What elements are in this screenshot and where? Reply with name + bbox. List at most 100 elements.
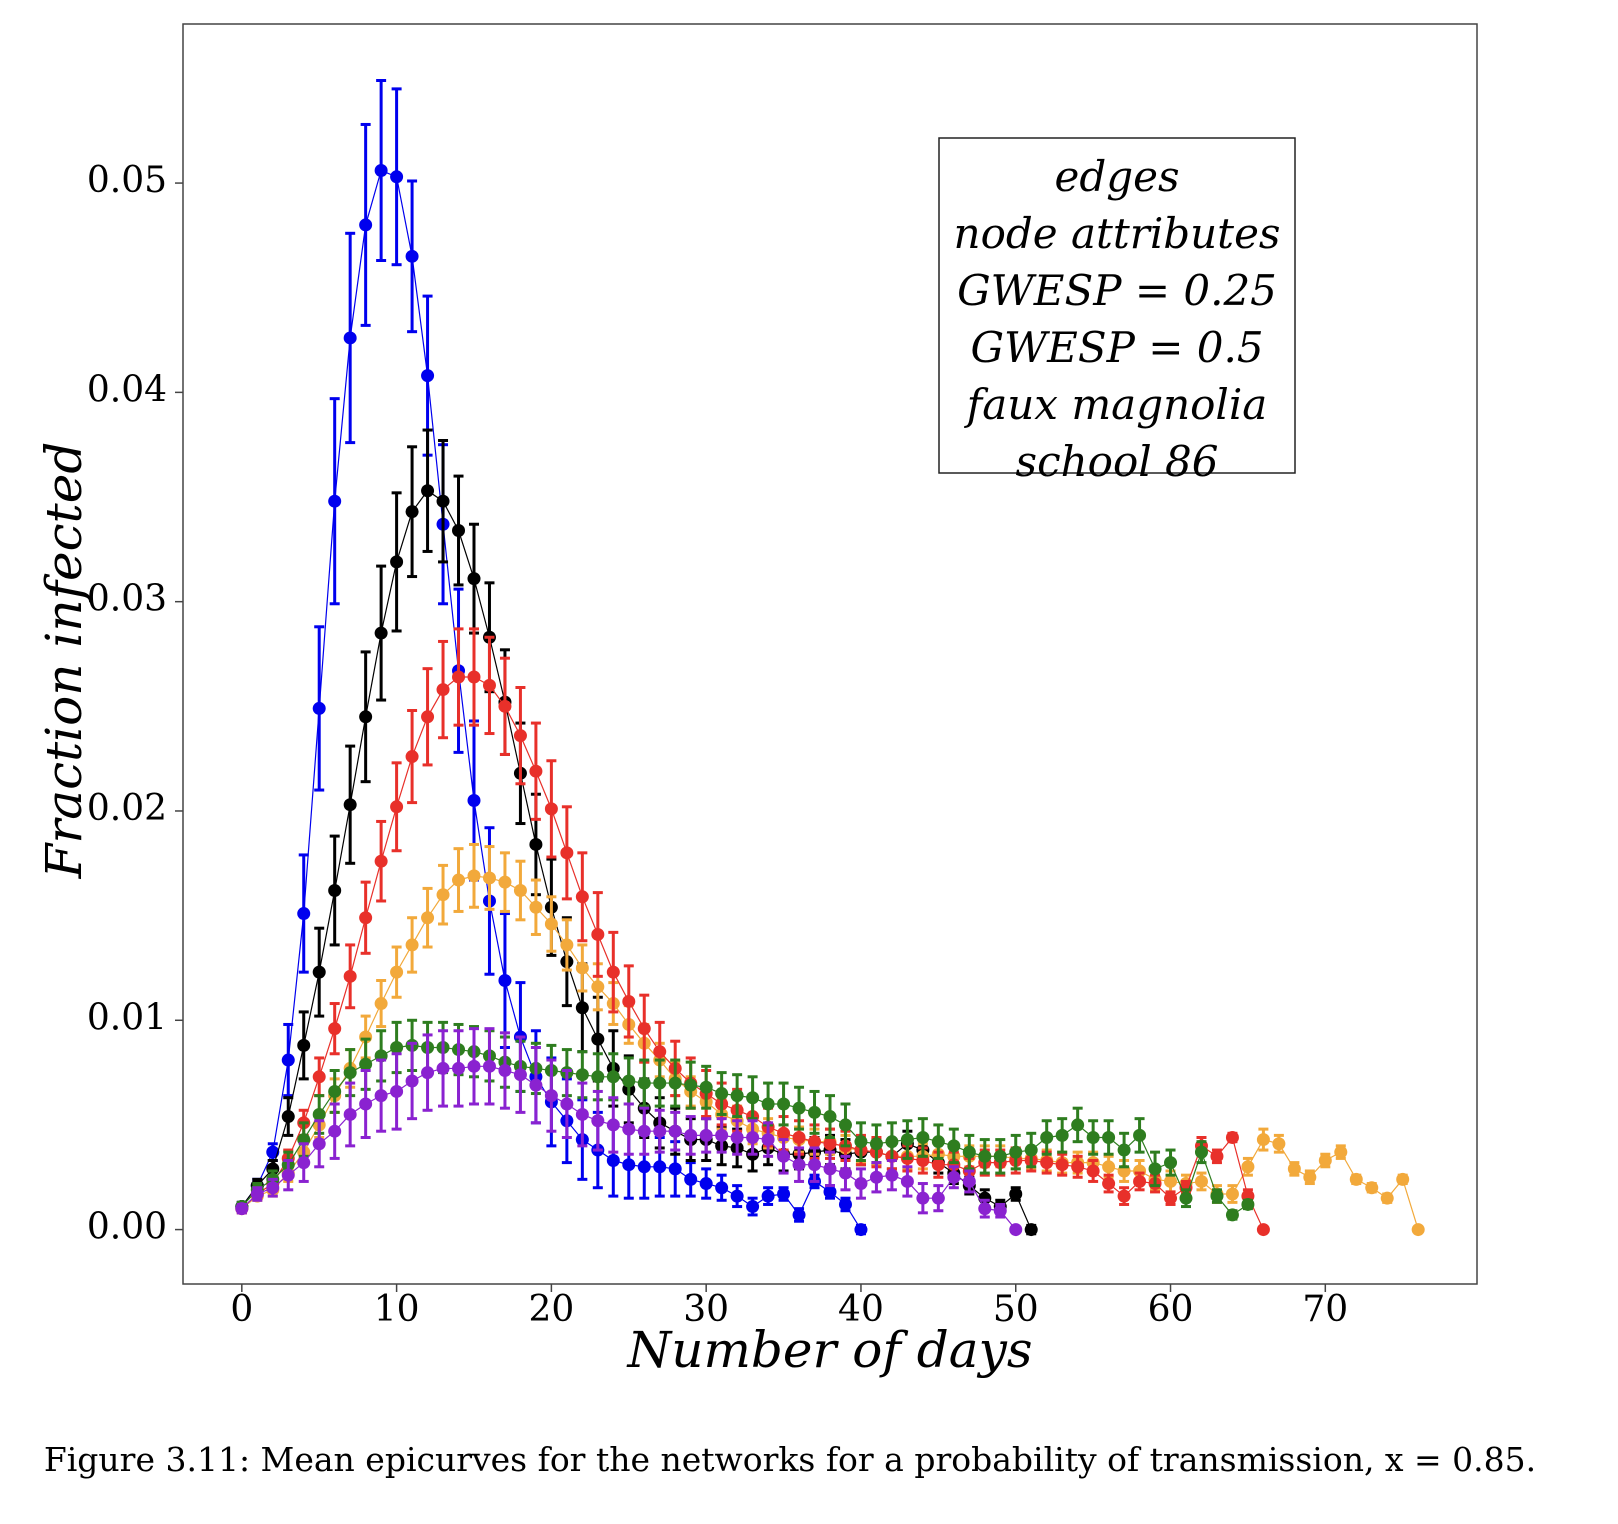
data-point — [622, 1122, 636, 1136]
data-point — [1009, 1187, 1023, 1201]
data-point — [978, 1149, 992, 1163]
data-point — [900, 1133, 914, 1147]
x-tick-label: 70 — [1302, 1289, 1348, 1330]
data-point — [1009, 1223, 1023, 1237]
data-point — [328, 1124, 342, 1138]
data-point — [513, 729, 527, 743]
data-point — [297, 1156, 311, 1170]
data-point — [637, 1022, 651, 1036]
data-point — [343, 1066, 357, 1080]
data-point — [544, 802, 558, 816]
data-point — [1102, 1177, 1116, 1191]
data-point — [653, 1076, 667, 1090]
data-point — [715, 1181, 729, 1195]
data-point — [1411, 1223, 1425, 1237]
data-point — [452, 524, 466, 538]
data-point — [312, 1070, 326, 1084]
data-point — [622, 994, 636, 1008]
data-point — [266, 1145, 280, 1159]
data-point — [947, 1170, 961, 1184]
data-point — [1225, 1130, 1239, 1144]
data-point — [235, 1202, 249, 1216]
y-tick-label: 0.05 — [87, 160, 167, 201]
data-point — [869, 1137, 883, 1151]
caption: Figure 3.11: Mean epicurves for the netw… — [44, 1440, 1536, 1479]
data-point — [668, 1124, 682, 1138]
data-point — [606, 1154, 620, 1168]
data-point — [885, 1135, 899, 1149]
data-point — [1009, 1145, 1023, 1159]
data-point — [421, 1066, 435, 1080]
data-point — [792, 1101, 806, 1115]
data-point — [777, 1149, 791, 1163]
data-point — [421, 710, 435, 724]
data-point — [1040, 1130, 1054, 1144]
data-point — [591, 980, 605, 994]
data-point — [637, 1076, 651, 1090]
data-point — [575, 1001, 589, 1015]
data-point — [405, 505, 419, 519]
data-point — [1086, 1130, 1100, 1144]
series-line — [241, 489, 1032, 1230]
data-point — [405, 750, 419, 764]
data-point — [1380, 1191, 1394, 1205]
data-point — [1086, 1164, 1100, 1178]
data-point — [823, 1185, 837, 1199]
data-point — [498, 875, 512, 889]
data-point — [854, 1177, 868, 1191]
data-point — [792, 1158, 806, 1172]
data-point — [931, 1191, 945, 1205]
data-point — [885, 1168, 899, 1182]
x-tick-label: 40 — [838, 1289, 884, 1330]
data-point — [297, 1038, 311, 1052]
data-point — [900, 1174, 914, 1188]
data-point — [390, 170, 404, 184]
data-point — [452, 873, 466, 887]
data-point — [1225, 1187, 1239, 1201]
legend-entry: school 86 — [1016, 437, 1219, 486]
data-point — [1194, 1145, 1208, 1159]
data-point — [405, 249, 419, 263]
data-point — [1303, 1170, 1317, 1184]
data-point — [1241, 1197, 1255, 1211]
data-point — [637, 1124, 651, 1138]
data-point — [838, 1118, 852, 1132]
data-point — [498, 1064, 512, 1078]
data-point — [606, 965, 620, 979]
data-point — [312, 965, 326, 979]
data-point — [312, 701, 326, 715]
data-point — [467, 794, 481, 808]
data-point — [1040, 1156, 1054, 1170]
data-point — [591, 1032, 605, 1046]
data-point — [421, 484, 435, 498]
legend-entry: node attributes — [954, 209, 1281, 258]
data-point — [359, 710, 373, 724]
data-point — [684, 1128, 698, 1142]
data-point — [544, 917, 558, 931]
data-point — [1194, 1174, 1208, 1188]
data-point — [359, 218, 373, 232]
data-point — [374, 854, 388, 868]
data-point — [962, 1174, 976, 1188]
data-point — [421, 369, 435, 383]
data-point — [390, 1084, 404, 1098]
data-point — [560, 938, 574, 952]
data-point — [359, 1097, 373, 1111]
x-tick-label: 60 — [1148, 1289, 1194, 1330]
data-point — [1318, 1154, 1332, 1168]
data-point — [1210, 1149, 1224, 1163]
data-point — [715, 1087, 729, 1101]
data-point — [482, 678, 496, 692]
data-point — [1148, 1162, 1162, 1176]
data-point — [792, 1130, 806, 1144]
legend-box — [938, 137, 1296, 474]
data-point — [436, 683, 450, 697]
data-point — [684, 1172, 698, 1186]
data-point — [823, 1110, 837, 1124]
data-point — [699, 1080, 713, 1094]
data-point — [730, 1089, 744, 1103]
data-point — [560, 1097, 574, 1111]
data-point — [746, 1130, 760, 1144]
data-point — [529, 764, 543, 778]
